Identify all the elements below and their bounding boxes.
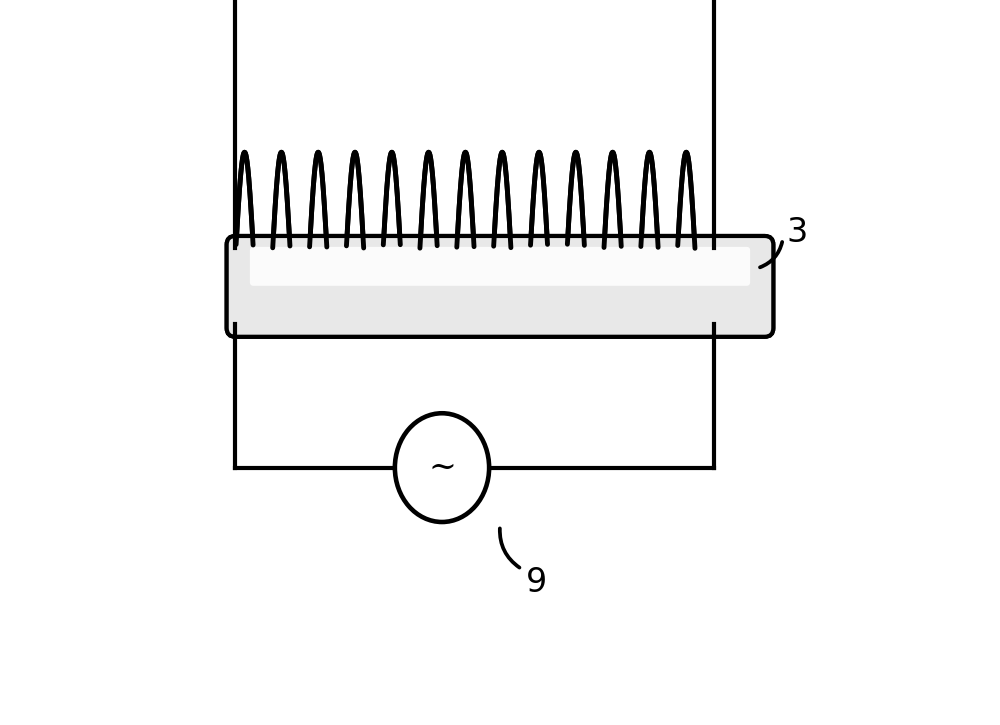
FancyBboxPatch shape bbox=[227, 236, 773, 337]
Text: ~: ~ bbox=[428, 452, 456, 484]
FancyBboxPatch shape bbox=[250, 247, 750, 286]
Text: 9: 9 bbox=[525, 566, 547, 599]
FancyBboxPatch shape bbox=[250, 247, 750, 286]
FancyBboxPatch shape bbox=[227, 236, 773, 337]
Text: 3: 3 bbox=[786, 215, 808, 249]
Ellipse shape bbox=[395, 413, 489, 522]
